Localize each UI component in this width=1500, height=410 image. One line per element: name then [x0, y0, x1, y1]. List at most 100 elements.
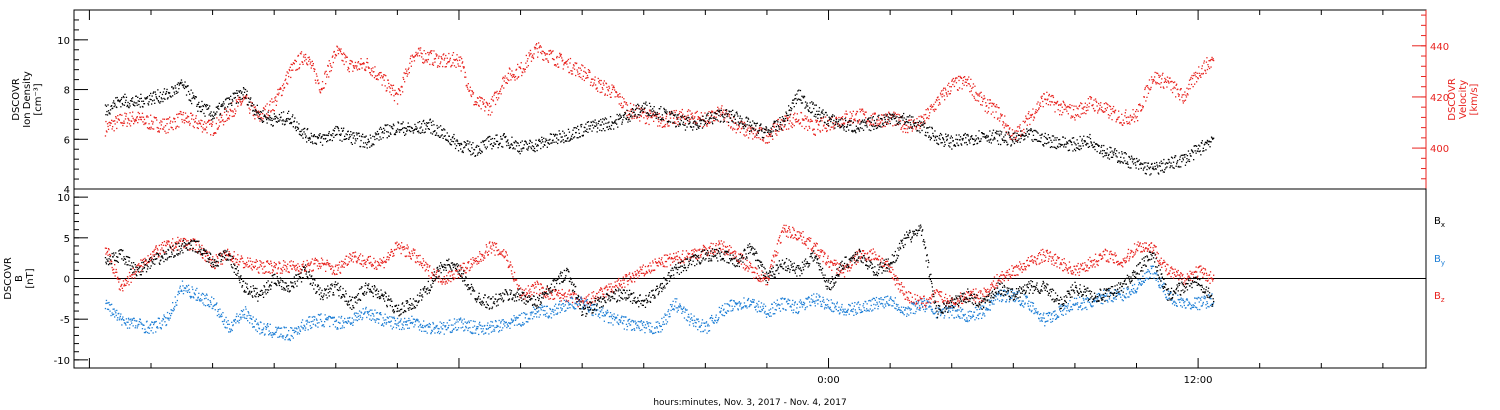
velocity-series-point	[1069, 107, 1072, 109]
velocity-series-point	[508, 79, 510, 82]
density-series-point	[128, 107, 130, 109]
density-series-point	[637, 103, 639, 105]
velocity-series-point	[818, 124, 820, 126]
velocity-series-point	[184, 119, 186, 121]
density-series-point	[1131, 157, 1133, 159]
velocity-series-point	[1156, 82, 1158, 84]
velocity-series-point	[328, 60, 330, 62]
density-series-point	[152, 92, 154, 94]
velocity-series-point	[1194, 74, 1196, 76]
density-series-point	[1170, 162, 1172, 164]
velocity-series-point	[557, 63, 559, 65]
density-series-point	[654, 111, 656, 114]
density-series-point	[927, 127, 929, 129]
density-series-point	[1209, 146, 1211, 148]
velocity-series-point	[129, 112, 131, 114]
bbz-series-point	[358, 259, 360, 261]
bbz-series-point	[335, 264, 337, 266]
velocity-series-point	[402, 76, 404, 79]
bbz-series-point	[344, 261, 346, 264]
density-series-point	[873, 128, 875, 130]
density-series-point	[107, 110, 110, 112]
density-series-point	[825, 111, 827, 114]
velocity-series-point	[253, 106, 255, 109]
density-series-point	[732, 109, 734, 111]
density-series-point	[350, 131, 352, 133]
velocity-series-point	[643, 108, 645, 111]
density-series-point	[1001, 131, 1003, 133]
density-series-point	[799, 98, 801, 101]
velocity-series-point	[1147, 92, 1150, 94]
density-series-point	[233, 93, 235, 95]
density-series-point	[520, 141, 522, 144]
velocity-series-point	[413, 60, 416, 62]
density-series-point	[367, 138, 369, 140]
density-series-point	[569, 139, 572, 141]
velocity-series-point	[351, 60, 353, 62]
density-series-point	[685, 117, 688, 119]
density-series-point	[974, 139, 977, 141]
density-series-point	[1168, 161, 1171, 163]
density-series-point	[431, 124, 433, 126]
velocity-series-point	[194, 120, 196, 123]
density-series-point	[568, 140, 570, 142]
density-series-point	[739, 115, 741, 117]
density-series-point	[371, 145, 373, 147]
density-series-point	[232, 100, 234, 102]
velocity-series-point	[211, 125, 213, 127]
velocity-series-point	[333, 50, 335, 53]
bbz-series-point	[269, 272, 271, 274]
density-series-point	[334, 134, 337, 136]
density-series-point	[626, 116, 629, 119]
bbz-series-point	[139, 265, 141, 267]
density-series-point	[724, 109, 727, 111]
velocity-series-point	[555, 65, 557, 67]
density-series-point	[697, 125, 699, 127]
bbz-series-point	[196, 251, 198, 253]
velocity-series-point	[423, 62, 425, 64]
velocity-series-point	[611, 88, 614, 91]
density-series-point	[819, 114, 821, 116]
velocity-series-point	[1003, 127, 1005, 129]
velocity-series-point	[885, 113, 887, 115]
density-series-point	[348, 138, 350, 140]
density-series-point	[1035, 139, 1038, 141]
density-series-point	[346, 134, 348, 136]
density-axis-title-line: [cm⁻³]	[33, 83, 44, 115]
density-series-point	[1041, 134, 1043, 136]
velocity-series-point	[782, 129, 784, 131]
velocity-series-point	[180, 111, 182, 113]
velocity-series-point	[685, 115, 687, 117]
density-series-point	[907, 121, 909, 124]
velocity-series-point	[318, 82, 320, 84]
bbz-series-point	[247, 266, 249, 268]
velocity-series-point	[304, 60, 306, 62]
velocity-series-point	[383, 74, 385, 76]
density-series-point	[783, 119, 785, 121]
velocity-series-point	[539, 45, 541, 47]
density-series-point	[858, 130, 861, 132]
density-series-point	[341, 140, 343, 142]
velocity-series-point	[620, 104, 622, 106]
velocity-series-point	[619, 93, 621, 95]
density-series-point	[394, 133, 397, 136]
density-series-point	[1155, 168, 1157, 170]
velocity-series-point	[1077, 108, 1079, 110]
velocity-series-point	[915, 126, 918, 129]
velocity-series-point	[1155, 83, 1157, 85]
density-series-point	[912, 120, 914, 122]
bbz-series-point	[240, 255, 243, 257]
velocity-series-point	[713, 115, 715, 118]
velocity-series-point	[1186, 93, 1189, 95]
bbz-series-point	[386, 258, 388, 261]
density-series-point	[1180, 154, 1182, 157]
velocity-series-point	[1203, 60, 1205, 62]
density-series-point	[286, 118, 288, 120]
density-series-point	[636, 107, 638, 109]
velocity-series-point	[315, 82, 317, 84]
density-series-point	[807, 105, 809, 107]
density-series-point	[220, 104, 223, 106]
density-series-point	[511, 136, 513, 138]
density-series-point	[117, 100, 119, 102]
velocity-series-point	[674, 111, 676, 114]
